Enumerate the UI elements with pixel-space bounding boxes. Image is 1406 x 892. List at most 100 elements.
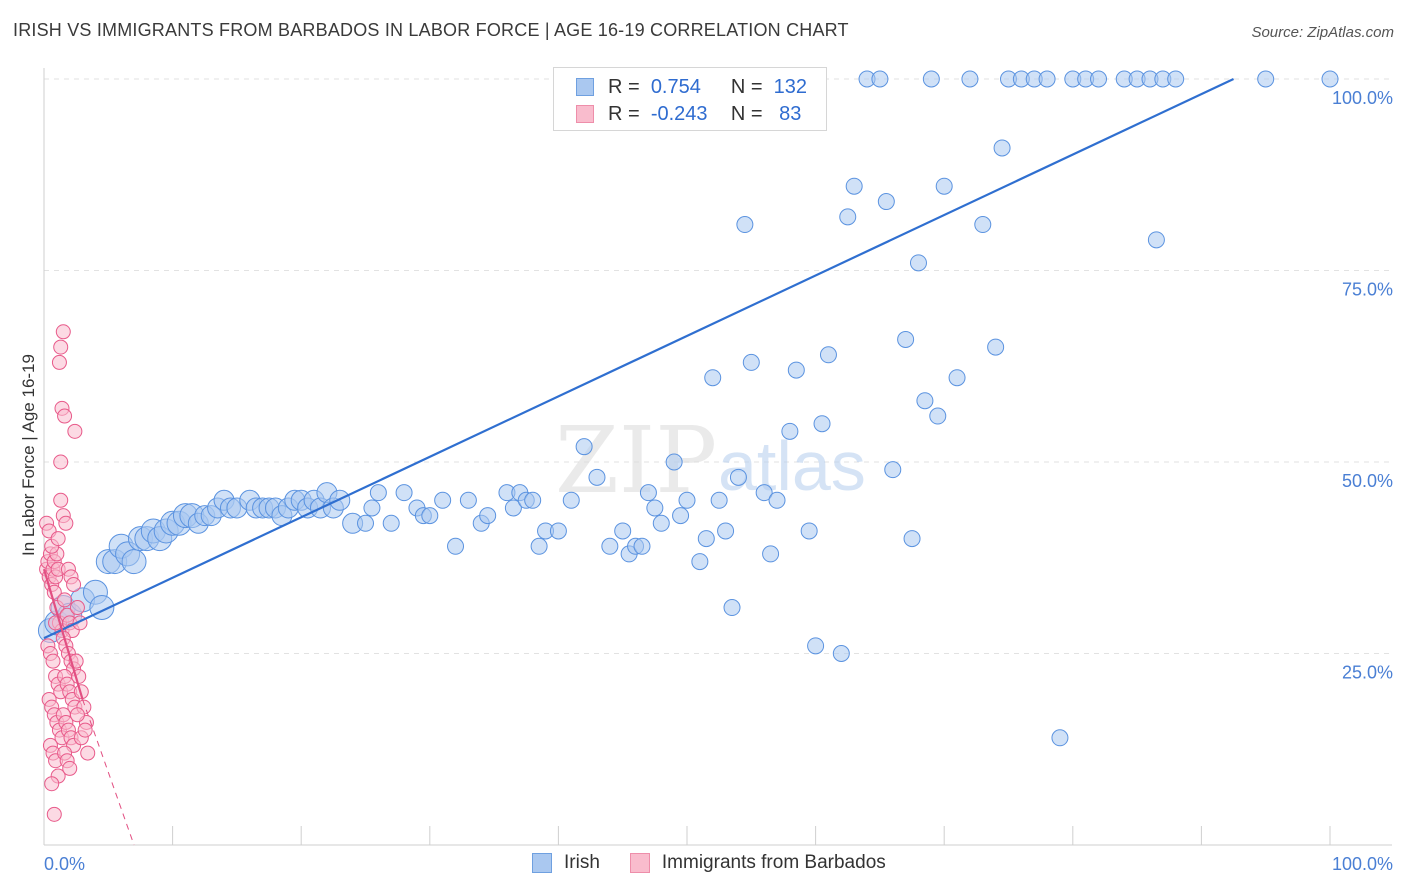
legend-swatch-irish	[576, 78, 594, 96]
series-legend: Irish Immigrants from Barbados	[532, 852, 916, 874]
legend-item-barbados[interactable]: Immigrants from Barbados	[629, 852, 886, 874]
barbados-point	[67, 423, 83, 439]
irish-point	[903, 530, 921, 548]
irish-point	[704, 369, 722, 387]
irish-point	[877, 193, 895, 211]
irish-point	[434, 491, 452, 509]
barbados-point	[66, 577, 82, 593]
legend-row-irish: R = 0.754 N = 132	[576, 74, 807, 100]
irish-point	[363, 499, 381, 517]
legend-r-value-barbados: -0.243	[650, 102, 708, 125]
irish-point	[504, 499, 522, 517]
irish-point	[1257, 70, 1275, 88]
irish-point	[697, 530, 715, 548]
barbados-point	[62, 760, 78, 776]
legend-item-irish[interactable]: Irish	[532, 852, 600, 874]
gridlines	[44, 78, 1392, 654]
irish-point	[897, 330, 915, 348]
irish-point	[987, 338, 1005, 356]
irish-point	[800, 522, 818, 540]
y-tick-label: 100.0%	[1332, 88, 1393, 108]
irish-point	[839, 208, 857, 226]
irish-point	[447, 537, 465, 555]
legend-r-label: R =	[608, 75, 640, 98]
series-irish	[37, 70, 1339, 747]
irish-point	[723, 599, 741, 617]
legend-n-label: N =	[730, 75, 763, 98]
irish-point	[909, 254, 927, 272]
y-tick-label: 25.0%	[1342, 663, 1393, 683]
irish-point	[787, 361, 805, 379]
irish-point	[922, 70, 940, 88]
barbados-trend-line	[42, 568, 84, 700]
barbados-point	[57, 408, 73, 424]
barbados-point	[53, 454, 69, 470]
irish-point	[672, 507, 690, 525]
barbados-trend-extension	[82, 699, 135, 846]
barbados-point	[80, 745, 96, 761]
irish-point	[562, 491, 580, 509]
watermark-atlas: atlas	[718, 427, 866, 505]
irish-point	[871, 70, 889, 88]
y-tick-label: 50.0%	[1342, 471, 1393, 491]
legend-r-label: R =	[608, 102, 640, 125]
legend-n-value-barbados: 83	[779, 102, 802, 125]
irish-point	[807, 637, 825, 655]
irish-point	[819, 346, 837, 364]
irish-point	[781, 422, 799, 440]
barbados-point	[44, 776, 60, 792]
irish-point	[601, 537, 619, 555]
irish-point	[717, 522, 735, 540]
barbados-point	[53, 339, 69, 355]
irish-point	[678, 491, 696, 509]
barbados-point	[46, 806, 62, 822]
barbados-point	[53, 492, 69, 508]
irish-point	[633, 537, 651, 555]
barbados-point	[69, 707, 85, 723]
irish-point	[575, 438, 593, 456]
irish-point	[832, 645, 850, 662]
irish-point	[639, 484, 657, 502]
irish-point	[845, 177, 863, 195]
x-tick-label: 0.0%	[44, 854, 85, 874]
legend-row-barbados: R = -0.243 N = 83	[576, 101, 801, 127]
series-barbados	[39, 324, 96, 822]
chart-source: Source: ZipAtlas.com	[1251, 24, 1394, 41]
barbados-point	[58, 515, 74, 531]
irish-point	[736, 216, 754, 234]
irish-point	[710, 491, 728, 509]
legend-swatch-irish	[532, 853, 552, 873]
irish-point	[1167, 70, 1185, 88]
irish-point	[1051, 729, 1069, 747]
irish-point	[948, 369, 966, 387]
irish-trend-line	[43, 78, 1235, 640]
irish-point	[974, 216, 992, 234]
irish-point	[961, 70, 979, 88]
barbados-point	[57, 592, 73, 608]
x-tick-label: 100.0%	[1332, 854, 1393, 874]
trend-lines	[42, 78, 1235, 846]
legend-n-value-irish: 132	[773, 75, 807, 98]
irish-point	[357, 514, 374, 532]
irish-point	[993, 139, 1011, 157]
irish-point	[884, 461, 902, 479]
irish-point	[1090, 70, 1108, 88]
irish-point	[768, 491, 786, 509]
barbados-point	[55, 324, 71, 340]
irish-point	[935, 177, 953, 195]
y-tick-label: 75.0%	[1342, 280, 1393, 300]
barbados-point	[51, 354, 67, 370]
irish-point	[729, 468, 747, 486]
irish-point	[1147, 231, 1165, 249]
legend-r-value-irish: 0.754	[650, 75, 701, 98]
irish-point	[479, 507, 497, 525]
irish-point	[916, 392, 934, 410]
irish-point	[1038, 70, 1056, 88]
axes	[43, 68, 1392, 846]
irish-point	[742, 353, 760, 371]
irish-point	[549, 522, 567, 540]
irish-point	[530, 537, 548, 555]
irish-point	[1321, 70, 1339, 88]
irish-point	[929, 407, 947, 425]
